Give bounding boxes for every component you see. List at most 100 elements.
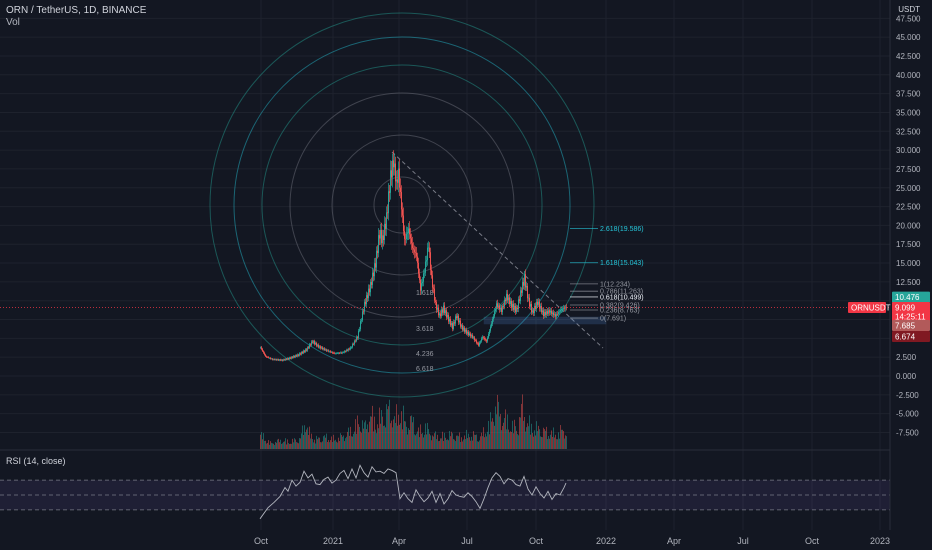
candle-body	[319, 346, 320, 348]
volume-bar	[428, 429, 429, 449]
candle-body	[313, 341, 314, 343]
candle-body	[368, 288, 369, 299]
fib-circle	[331, 134, 473, 276]
volume-bar	[339, 441, 340, 449]
volume-bar	[497, 394, 498, 449]
volume-bar	[535, 435, 536, 449]
fib-zone	[483, 316, 607, 325]
volume-bar	[542, 437, 543, 449]
candle-body	[283, 359, 284, 361]
candle-body	[387, 212, 388, 214]
candle-body	[272, 358, 273, 360]
volume-bar	[489, 434, 490, 449]
candle-body	[502, 305, 503, 312]
volume-bar	[291, 443, 292, 449]
candle-body	[508, 297, 509, 301]
volume-bar	[480, 436, 481, 449]
candle-body	[394, 163, 395, 168]
candle-body	[397, 179, 398, 183]
volume-bar	[513, 433, 514, 449]
candle-body	[409, 228, 410, 235]
candle-body	[415, 252, 416, 253]
volume-bar	[518, 435, 519, 449]
volume-bar	[263, 433, 264, 449]
volume-bar	[441, 438, 442, 449]
candle-body	[458, 315, 459, 323]
candle-body	[314, 341, 315, 345]
fib-level-label: 0.618(10.499)	[600, 294, 644, 301]
candle-body	[371, 282, 372, 285]
candle-body	[380, 230, 381, 239]
candle-body	[265, 354, 266, 357]
volume-bar	[365, 420, 366, 449]
volume-bar	[362, 420, 363, 449]
candle-body	[456, 316, 457, 319]
volume-bar	[326, 433, 327, 449]
fib-level-label: 1.618(15.043)	[600, 260, 644, 267]
volume-bar	[355, 419, 356, 449]
candle-body	[491, 323, 492, 327]
volume-bar	[510, 431, 511, 449]
volume-bar	[317, 439, 318, 449]
fib-circle	[261, 64, 543, 346]
volume-bar	[393, 419, 394, 449]
volume-bar	[267, 442, 268, 449]
volume-bar	[417, 431, 418, 449]
candle-body	[484, 337, 485, 340]
candle-body	[433, 287, 434, 289]
candle-body	[483, 337, 484, 338]
volume-label[interactable]: Vol	[6, 17, 20, 28]
candle-body	[531, 304, 532, 313]
candle-body	[457, 315, 458, 319]
volume-bar	[400, 423, 401, 449]
volume-bar	[519, 417, 520, 449]
rsi-label[interactable]: RSI (14, close)	[6, 456, 66, 466]
candle-body	[334, 352, 335, 354]
candle-body	[352, 344, 353, 348]
candle-body	[307, 347, 308, 351]
volume-bar	[556, 439, 557, 449]
volume-bar	[421, 433, 422, 449]
volume-bar	[547, 439, 548, 449]
volume-bar	[478, 441, 479, 449]
x-tick-label: Oct	[254, 536, 269, 546]
volume-bar	[353, 433, 354, 449]
candle-body	[514, 305, 515, 310]
volume-bar	[373, 431, 374, 449]
candle-body	[452, 323, 453, 329]
candle-body	[365, 301, 366, 305]
volume-bar	[444, 432, 445, 449]
volume-bar	[387, 409, 388, 449]
volume-bar	[553, 427, 554, 449]
y-tick-label: 40.000	[896, 71, 921, 80]
volume-bar	[501, 430, 502, 449]
price-badge	[892, 330, 930, 342]
candle-body	[539, 301, 540, 309]
volume-bar	[559, 438, 560, 449]
candle-body	[322, 347, 323, 350]
candle-body	[266, 356, 267, 358]
candle-body	[358, 330, 359, 339]
candle-body	[326, 349, 327, 351]
volume-bar	[526, 427, 527, 449]
volume-bar	[539, 429, 540, 449]
volume-bar	[266, 443, 267, 449]
volume-bar	[438, 441, 439, 449]
candle-body	[515, 305, 516, 312]
candle-body	[493, 316, 494, 320]
fib-circle-label: 1.618	[416, 290, 434, 297]
candle-body	[362, 311, 363, 321]
candle-body	[408, 228, 409, 233]
volume-bar	[465, 439, 466, 449]
volume-bar	[388, 406, 389, 449]
candle-body	[289, 357, 290, 360]
candle-body	[341, 352, 342, 354]
symbol-title[interactable]: ORN / TetherUS, 1D, BINANCE	[6, 5, 147, 16]
volume-bar	[273, 443, 274, 449]
volume-bar	[323, 436, 324, 449]
chart-legend: ORN / TetherUS, 1D, BINANCE Vol	[6, 5, 146, 29]
volume-bar	[272, 443, 273, 449]
candle-body	[482, 337, 483, 339]
volume-bar	[446, 439, 447, 449]
